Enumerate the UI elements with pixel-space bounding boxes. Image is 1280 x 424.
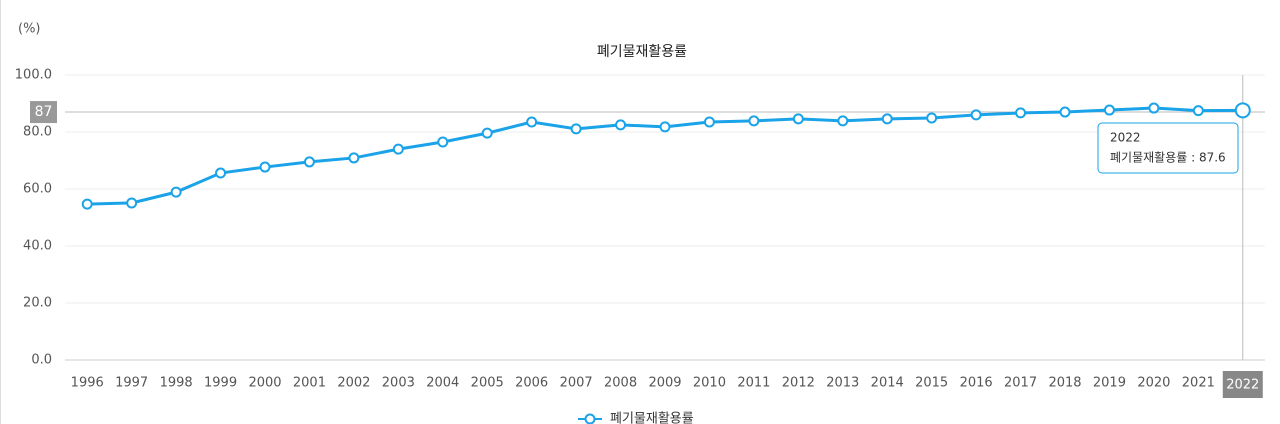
data-point [659, 121, 671, 133]
x-tick-label: 2005 [471, 376, 504, 391]
data-point [348, 152, 360, 164]
y-tick-label: 100.0 [15, 68, 52, 83]
tooltip: 2022 폐기물재활용률 : 87.6 [1097, 122, 1239, 174]
x-tick-label: 2003 [382, 376, 415, 391]
data-point [748, 115, 760, 127]
data-point [1059, 106, 1071, 118]
x-tick-label: 2015 [915, 376, 948, 391]
data-point [526, 116, 538, 128]
crosshair-label-bg [30, 101, 57, 124]
x-tick-label: 2009 [648, 376, 681, 391]
y-tick-label: 80.0 [23, 125, 52, 140]
x-tick-label: 2017 [1004, 376, 1037, 391]
legend-label: 폐기물재활용률 [610, 412, 694, 424]
x-tick-label: 2010 [693, 376, 726, 391]
data-point [970, 109, 982, 121]
unit-label: (%) [18, 22, 41, 37]
data-point [392, 143, 404, 155]
x-tick-label: 1998 [160, 376, 193, 391]
x-tick-label: 2002 [337, 376, 370, 391]
y-tick-label: 40.0 [23, 239, 52, 254]
data-point [126, 197, 138, 209]
data-point [1192, 105, 1204, 117]
x-tick-label: 2006 [515, 376, 548, 391]
tooltip-box [1097, 122, 1239, 174]
data-point [1234, 102, 1251, 119]
tooltip-text: 폐기물재활용률 : 87.6 [1110, 151, 1226, 165]
data-point [259, 161, 271, 173]
data-point [215, 167, 227, 179]
x-tick-highlight [1222, 371, 1263, 398]
x-tick-label: 2004 [426, 376, 459, 391]
y-tick-label: 20.0 [23, 296, 52, 311]
data-point [1148, 102, 1160, 114]
x-tick-label: 2013 [826, 376, 859, 391]
x-tick-label: 2016 [960, 376, 993, 391]
data-point [615, 119, 627, 131]
data-point [1015, 107, 1027, 119]
data-point [81, 198, 93, 210]
x-tick-label: 2008 [604, 376, 637, 391]
x-tick-label: 2018 [1048, 376, 1081, 391]
x-tick-label: 1996 [71, 376, 104, 391]
data-point [792, 113, 804, 125]
legend-marker [584, 413, 596, 424]
data-point [437, 136, 449, 148]
chart-title: 폐기물재활용률 [597, 44, 687, 60]
x-tick-label: 2020 [1137, 376, 1170, 391]
data-point [303, 156, 315, 168]
x-tick-label: 2011 [737, 376, 770, 391]
data-point [170, 186, 182, 198]
x-tick-label: 2012 [782, 376, 815, 391]
x-tick-label: 2021 [1182, 376, 1215, 391]
x-tick-label: 2014 [871, 376, 904, 391]
x-tick-label: 2000 [248, 376, 281, 391]
data-point [481, 127, 493, 139]
y-tick-label: 0.0 [31, 353, 52, 368]
data-point [703, 116, 715, 128]
x-tick-label: 2007 [560, 376, 593, 391]
data-point [837, 115, 849, 127]
data-point [1103, 104, 1115, 116]
x-tick-label: 1997 [115, 376, 148, 391]
y-tick-label: 60.0 [23, 182, 52, 197]
x-tick-label: 2019 [1093, 376, 1126, 391]
x-tick-label: 2001 [293, 376, 326, 391]
tooltip-title: 2022 [1110, 131, 1141, 145]
crosshair-label: 87 [35, 104, 53, 120]
x-tick-label: 1999 [204, 376, 237, 391]
data-point [926, 112, 938, 124]
data-point [570, 123, 582, 135]
data-point [881, 113, 893, 125]
x-tick-label: 2022 [1226, 378, 1259, 393]
